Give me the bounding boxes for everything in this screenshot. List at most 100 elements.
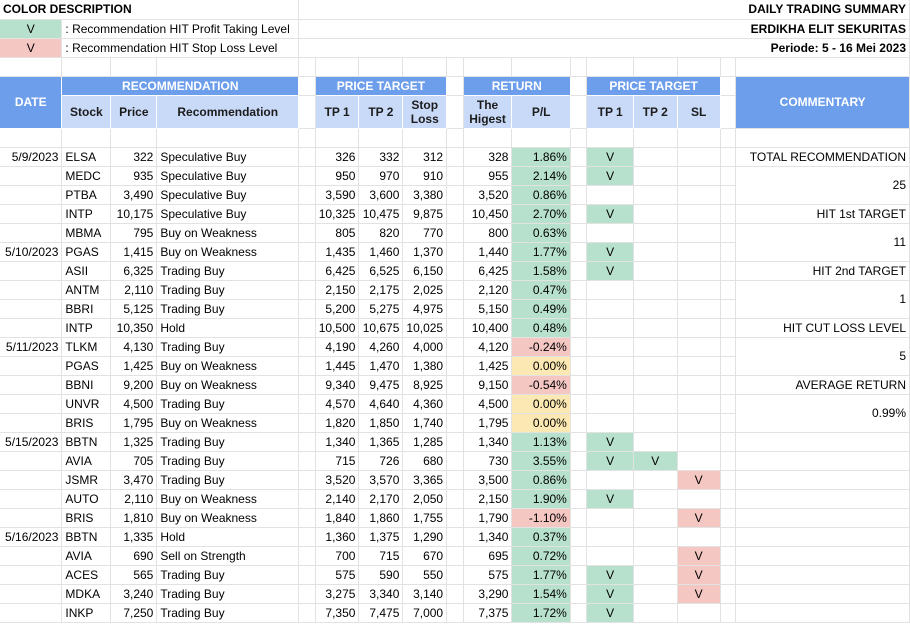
hit-tp1-cell: [586, 185, 634, 205]
tp2-cell: 5,275: [358, 299, 404, 319]
spacer-cell: [298, 166, 316, 186]
pl-cell: -0.54%: [511, 375, 571, 395]
spacer-cell: [446, 603, 464, 623]
spacer-cell: [720, 299, 737, 319]
hit-sl-cell: [677, 185, 721, 205]
table-row: 5/9/2023 ELSA 322 Speculative Buy 326 332 312 3…: [0, 147, 910, 167]
tp1-cell: 10,325: [315, 204, 360, 224]
hit-sl-cell: [677, 261, 721, 281]
tp2-cell: 3,600: [358, 185, 404, 205]
date-cell: [0, 394, 63, 414]
hit-sl-cell: [677, 299, 721, 319]
pl-cell: 0.86%: [511, 185, 571, 205]
stop-loss-cell: 910: [402, 166, 448, 186]
date-cell: [0, 375, 63, 395]
hit-sl-cell: [677, 603, 721, 623]
hit-sl-cell: [677, 432, 721, 452]
hit-sl-cell: V: [677, 470, 721, 490]
spacer-cell: [570, 337, 588, 357]
spacer-cell: [720, 584, 737, 604]
hit-tp2-cell: [633, 489, 678, 509]
price-cell: 2,110: [110, 489, 158, 509]
spacer-cell: [446, 299, 464, 319]
table-row: INTP 10,175 Speculative Buy 10,325 10,475 9,8…: [0, 204, 910, 224]
hit-sl-cell: [677, 413, 721, 433]
recommendation-cell: Trading Buy: [156, 280, 300, 300]
table-row: MBMA 795 Buy on Weakness 805 820 770 800 0.63% 1…: [0, 223, 910, 262]
table-row: PTBA 3,490 Speculative Buy 3,590 3,600 3,380 3…: [0, 185, 910, 205]
table-row: MDKA 3,240 Trading Buy 3,275 3,340 3,140 3,290…: [0, 584, 910, 604]
spacer-cell: [720, 489, 737, 509]
pl-cell: -0.24%: [511, 337, 571, 357]
spacer-cell: [298, 318, 316, 338]
hit-tp1-cell: V: [586, 565, 634, 585]
header-recommendation-group: RECOMMENDATION: [61, 76, 300, 96]
legend-stoploss-swatch: V: [0, 38, 63, 58]
hit-tp1-cell: V: [586, 147, 634, 167]
highest-cell: 3,500: [463, 470, 513, 490]
header-hit-tp1: TP 1: [586, 95, 634, 129]
spacer-cell: [446, 166, 464, 186]
date-cell: [0, 318, 63, 338]
highest-cell: 10,400: [463, 318, 513, 338]
stock-cell: AVIA: [61, 451, 112, 471]
pl-cell: 0.49%: [511, 299, 571, 319]
pl-cell: 0.47%: [511, 280, 571, 300]
hit-sl-cell: V: [677, 565, 721, 585]
tp1-cell: 7,350: [315, 603, 360, 623]
tp2-cell: 10,475: [358, 204, 404, 224]
legend-profit-text: : Recommendation HIT Profit Taking Level: [61, 19, 300, 39]
spacer-cell: [570, 432, 588, 452]
spacer-cell: [570, 280, 588, 300]
spacer-cell: [446, 147, 464, 167]
spacer-cell: [298, 432, 316, 452]
recommendation-cell: Buy on Weakness: [156, 489, 300, 509]
tp1-cell: 950: [315, 166, 360, 186]
spacer-cell: [298, 337, 316, 357]
spacer-cell: [570, 318, 588, 338]
date-cell: 5/15/2023: [0, 432, 63, 452]
table-row: BBNI 9,200 Buy on Weakness 9,340 9,475 8,925 9…: [0, 375, 910, 395]
spacer-cell: [446, 375, 464, 395]
spacer-cell: [298, 261, 316, 281]
date-cell: [0, 223, 63, 243]
spacer-cell: [298, 603, 316, 623]
date-cell: [0, 261, 63, 281]
recommendation-cell: Speculative Buy: [156, 166, 300, 186]
spacer-cell: [446, 261, 464, 281]
hit-tp1-cell: V: [586, 603, 634, 623]
recommendation-cell: Speculative Buy: [156, 204, 300, 224]
tp2-cell: 2,170: [358, 489, 404, 509]
hit-tp2-cell: V: [633, 451, 678, 471]
stock-cell: JSMR: [61, 470, 112, 490]
hit-sl-cell: [677, 451, 721, 471]
tp1-cell: 10,500: [315, 318, 360, 338]
price-cell: 10,175: [110, 204, 158, 224]
tp1-cell: 3,520: [315, 470, 360, 490]
date-cell: [0, 185, 63, 205]
tp1-cell: 9,340: [315, 375, 360, 395]
table-row: 5/11/2023 TLKM 4,130 Trading Buy 4,190 4,260 4…: [0, 337, 910, 376]
spacer-cell: [446, 546, 464, 566]
hit-sl-cell: V: [677, 508, 721, 528]
price-cell: 5,125: [110, 299, 158, 319]
highest-cell: 1,795: [463, 413, 513, 433]
spacer-cell: [446, 413, 464, 433]
hit-sl-cell: [677, 280, 721, 300]
hit-tp2-cell: [633, 565, 678, 585]
table-row: JSMR 3,470 Trading Buy 3,520 3,570 3,365 3,500…: [0, 470, 910, 490]
pl-cell: 0.86%: [511, 470, 571, 490]
date-cell: [0, 299, 63, 319]
highest-cell: 1,340: [463, 527, 513, 547]
pl-cell: 1.86%: [511, 147, 571, 167]
tp2-cell: 726: [358, 451, 404, 471]
stop-loss-cell: 8,925: [402, 375, 448, 395]
date-cell: [0, 584, 63, 604]
spacer-cell: [298, 470, 316, 490]
stock-cell: BBRI: [61, 299, 112, 319]
spacer-cell: [570, 413, 588, 433]
highest-cell: 2,150: [463, 489, 513, 509]
tp2-cell: 715: [358, 546, 404, 566]
commentary-hit2-label: HIT 2nd TARGET: [735, 261, 910, 281]
